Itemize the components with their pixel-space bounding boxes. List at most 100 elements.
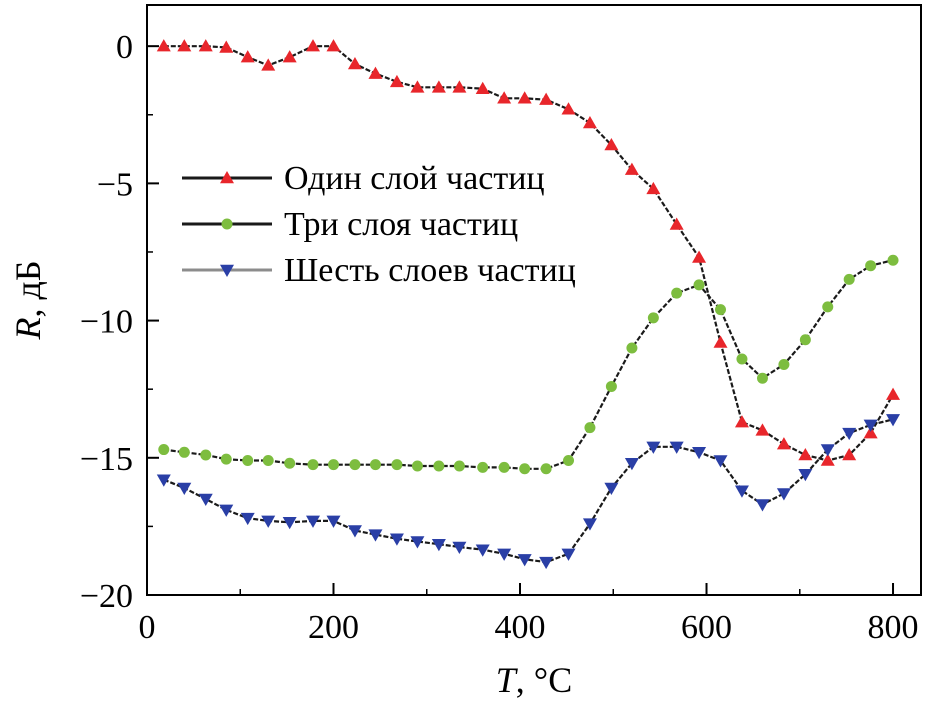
- data-point: [778, 358, 790, 370]
- data-point: [156, 474, 171, 487]
- x-tick-label: 600: [681, 609, 732, 646]
- data-point: [713, 455, 728, 468]
- data-point: [452, 541, 467, 554]
- data-point: [410, 80, 425, 93]
- data-point: [734, 415, 749, 428]
- data-point: [198, 39, 213, 52]
- x-tick-label: 200: [308, 609, 359, 646]
- data-point: [431, 538, 446, 552]
- y-axis-variable: R: [8, 318, 48, 341]
- series-2: [158, 254, 899, 475]
- x-axis-variable: T: [496, 660, 519, 700]
- data-point: [261, 515, 276, 528]
- data-point: [389, 74, 404, 88]
- data-point: [497, 91, 512, 104]
- data-point: [284, 457, 296, 469]
- data-point: [582, 518, 597, 531]
- data-point: [713, 335, 728, 348]
- data-point: [605, 380, 617, 392]
- data-point: [452, 80, 467, 93]
- data-point: [497, 548, 512, 561]
- data-point: [349, 459, 361, 471]
- data-point: [219, 504, 234, 517]
- data-point: [219, 40, 234, 53]
- data-point: [431, 80, 446, 93]
- data-point: [539, 556, 554, 570]
- data-point: [517, 554, 532, 567]
- data-point: [177, 482, 192, 495]
- legend-label: Шесть слоев частиц: [284, 252, 576, 289]
- data-point: [410, 536, 425, 549]
- data-point: [305, 39, 320, 52]
- series-layer: [156, 39, 901, 570]
- legend-label: Три слоя частиц: [284, 206, 518, 243]
- data-point: [326, 515, 341, 528]
- data-point: [843, 273, 855, 285]
- data-point: [177, 39, 192, 52]
- legend-marker: [221, 218, 233, 230]
- data-point: [282, 517, 297, 530]
- data-point: [776, 437, 791, 450]
- data-point: [887, 254, 899, 266]
- data-point: [646, 441, 661, 454]
- x-tick-label: 0: [139, 609, 156, 646]
- data-point: [820, 453, 835, 466]
- data-point: [368, 529, 383, 542]
- data-point: [326, 39, 341, 52]
- y-tick-label: −5: [97, 166, 133, 203]
- data-point: [798, 448, 813, 461]
- y-axis-unit: , дБ: [8, 261, 48, 318]
- data-point: [820, 444, 835, 457]
- y-tick-label: −20: [80, 578, 133, 615]
- data-point: [692, 447, 707, 460]
- data-point: [220, 453, 232, 465]
- data-point: [626, 342, 638, 354]
- data-point: [734, 485, 749, 498]
- legend-entry: Шесть слоев частиц: [182, 252, 576, 289]
- y-tick-label: −15: [80, 441, 133, 478]
- data-point: [540, 463, 552, 475]
- series-3: [156, 414, 901, 570]
- data-point: [475, 544, 490, 557]
- data-point: [561, 102, 576, 115]
- legend-entry: Три слоя частиц: [182, 206, 518, 243]
- data-point: [240, 512, 255, 526]
- data-point: [842, 448, 857, 461]
- data-point: [646, 181, 661, 195]
- series-1: [156, 39, 901, 466]
- data-point: [584, 422, 596, 434]
- data-point: [886, 387, 901, 400]
- data-point: [692, 250, 707, 263]
- data-point: [453, 460, 465, 472]
- data-point: [669, 441, 684, 454]
- data-point: [563, 455, 575, 467]
- x-axis-unit: , °C: [516, 660, 572, 700]
- data-point: [347, 525, 362, 538]
- data-point: [198, 493, 213, 506]
- data-point: [242, 455, 254, 467]
- y-tick-label: 0: [116, 29, 133, 66]
- data-point: [200, 449, 212, 461]
- data-point: [755, 499, 770, 512]
- data-point: [475, 81, 490, 94]
- data-point: [624, 458, 639, 471]
- data-point: [561, 548, 576, 561]
- data-point: [391, 459, 403, 471]
- data-point: [347, 57, 362, 70]
- data-point: [624, 162, 639, 175]
- plot-frame: [146, 4, 922, 596]
- data-point: [755, 423, 770, 436]
- data-point: [863, 426, 878, 439]
- data-point: [799, 334, 811, 346]
- data-point: [604, 482, 619, 495]
- data-point: [693, 279, 705, 291]
- data-point: [822, 301, 834, 313]
- data-point: [261, 58, 276, 71]
- data-point: [307, 459, 319, 471]
- data-point: [240, 50, 255, 63]
- y-axis-label: R, дБ: [8, 261, 48, 341]
- data-point: [262, 455, 274, 467]
- data-point: [647, 312, 659, 324]
- data-point: [282, 50, 297, 63]
